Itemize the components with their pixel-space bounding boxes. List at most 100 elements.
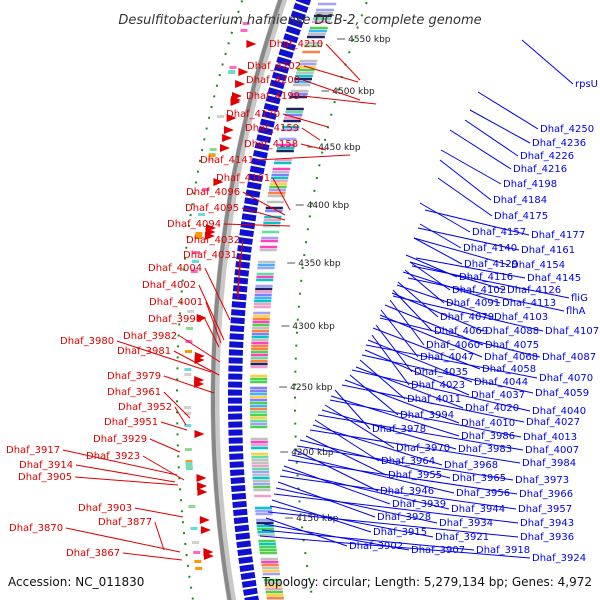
map-title: Desulfitobacterium hafniense DCB-2, comp… [118, 13, 481, 28]
forward-leader-line [272, 177, 291, 211]
forward-gene-label: Dhaf_3996 [148, 314, 202, 325]
label-leader-lines [62, 39, 574, 561]
feature-block [184, 448, 192, 451]
forward-gene-label: Dhaf_4199 [246, 91, 300, 102]
reverse-gene-label: Dhaf_3907 [411, 545, 465, 556]
forward-gene-arrow [230, 98, 241, 106]
reverse-leader-line [409, 261, 506, 291]
feature-block [190, 270, 198, 273]
reverse-leader-line [279, 475, 517, 510]
forward-gene-arrow [204, 232, 215, 240]
reverse-leader-line [424, 209, 530, 236]
forward-leader-line [325, 43, 361, 81]
forward-leader-line [302, 95, 377, 105]
reverse-gene-label: Dhaf_3956 [456, 488, 510, 499]
forward-leader-line [241, 207, 286, 221]
reverse-leader-line [330, 395, 460, 437]
reverse-gene-label: Dhaf_4013 [523, 432, 577, 443]
forward-gene-label: Dhaf_3870 [9, 523, 63, 534]
reverse-gene-label: Dhaf_4047 [420, 352, 474, 363]
reverse-leader-line [275, 487, 438, 524]
reverse-leader-line [273, 493, 519, 524]
reverse-gene-label: Dhaf_3934 [439, 518, 493, 529]
reverse-leader-line [361, 354, 534, 394]
reverse-gene-label: Dhaf_3921 [435, 532, 489, 543]
reverse-gene-label: Dhaf_3939 [392, 499, 446, 510]
feature-block [229, 66, 237, 69]
kbp-tick-label: 4250 kbp [290, 383, 333, 393]
forward-gene-arrow [246, 40, 257, 48]
reverse-gene-label: Dhaf_3986 [461, 431, 515, 442]
forward-gene-label: Dhaf_4202 [247, 61, 301, 72]
forward-gene-arrow [194, 356, 205, 364]
reverse-gene-label: Dhaf_4116 [459, 272, 513, 283]
feature-block [242, 22, 250, 25]
reverse-leader-line [259, 535, 531, 559]
reverse-gene-label: Dhaf_4091 [446, 298, 500, 309]
reverse-gene-label: Dhaf_4059 [535, 388, 589, 399]
forward-gene-arrow [203, 552, 214, 560]
feature-block [185, 460, 193, 463]
kbp-tick-label: 4350 kbp [298, 259, 341, 269]
reverse-gene-label: Dhaf_4216 [513, 164, 567, 175]
reverse-leader-line [281, 469, 450, 510]
reverse-gene-label: Dhaf_4060 [426, 340, 480, 351]
forward-gene-label: Dhaf_3951 [104, 417, 158, 428]
forward-gene-arrow [238, 68, 249, 76]
forward-gene-arrow [197, 482, 207, 490]
kbp-tick-label: 4150 kbp [296, 514, 339, 524]
reverse-leader-line [371, 334, 410, 386]
genome-backbone [211, 0, 283, 600]
forward-gene-label: Dhaf_3952 [118, 402, 172, 413]
feature-block [198, 213, 206, 216]
forward-gene-label: Dhaf_3980 [60, 336, 114, 347]
reverse-gene-label: Dhaf_4175 [494, 211, 548, 222]
forward-gene-label: Dhaf_4096 [186, 187, 240, 198]
reverse-gene-label: Dhaf_4044 [474, 377, 528, 388]
forward-leader-line [160, 421, 188, 431]
reverse-gene-label: Dhaf_3984 [522, 458, 576, 469]
reverse-gene-label: Dhaf_3994 [400, 410, 454, 421]
forward-gene-arrow [223, 126, 234, 134]
reverse-gene-label: rpsU [575, 79, 598, 90]
reverse-leader-line [389, 299, 425, 346]
reverse-gene-label: Dhaf_3944 [451, 504, 505, 515]
forward-leader-line [149, 438, 181, 453]
reverse-leader-line [464, 119, 519, 157]
forward-gene-label: Dhaf_3981 [117, 346, 171, 357]
feature-block [202, 188, 210, 191]
feature-block [185, 350, 192, 353]
reverse-gene-label: Dhaf_4103 [494, 312, 548, 323]
reverse-leader-line [396, 284, 493, 318]
reverse-gene-label: Dhaf_3970 [396, 443, 450, 454]
forward-leader-line [122, 552, 183, 561]
forward-leader-line [236, 239, 244, 296]
forward-gene-label: Dhaf_4002 [142, 280, 196, 291]
reverse-gene-label: Dhaf_4075 [485, 340, 539, 351]
reverse-gene-label: Dhaf_4010 [461, 418, 515, 429]
forward-leader-line [154, 521, 165, 551]
reverse-leader-line [413, 237, 463, 265]
kbp-ticks: 4550 kbp 4500 kbp 4450 kbp 4400 kbp 4350 kbp… [279, 35, 391, 524]
forward-leader-line [74, 476, 179, 486]
feature-block [195, 234, 203, 237]
reverse-leader-line [404, 269, 445, 304]
feature-block [207, 158, 215, 161]
feature-block [228, 70, 236, 73]
forward-leader-line [302, 79, 361, 101]
reverse-gene-label: Dhaf_4145 [527, 273, 581, 284]
reverse-gene-label: Dhaf_3983 [458, 444, 512, 455]
forward-gene-label: Dhaf_4004 [148, 263, 202, 274]
reverse-leader-line [309, 429, 521, 464]
reverse-leader-line [439, 159, 492, 201]
reverse-gene-label: Dhaf_3966 [519, 489, 573, 500]
reverse-gene-label: Dhaf_4088 [485, 326, 539, 337]
kbp-tick-label: 4450 kbp [318, 143, 361, 153]
forward-gene-label: Dhaf_4031 [183, 250, 237, 261]
reverse-leader-line [312, 424, 443, 466]
reverse-leader-line [375, 324, 413, 373]
feature-block [191, 268, 198, 271]
reverse-leader-line [384, 304, 484, 346]
reverse-leader-line [449, 129, 512, 170]
